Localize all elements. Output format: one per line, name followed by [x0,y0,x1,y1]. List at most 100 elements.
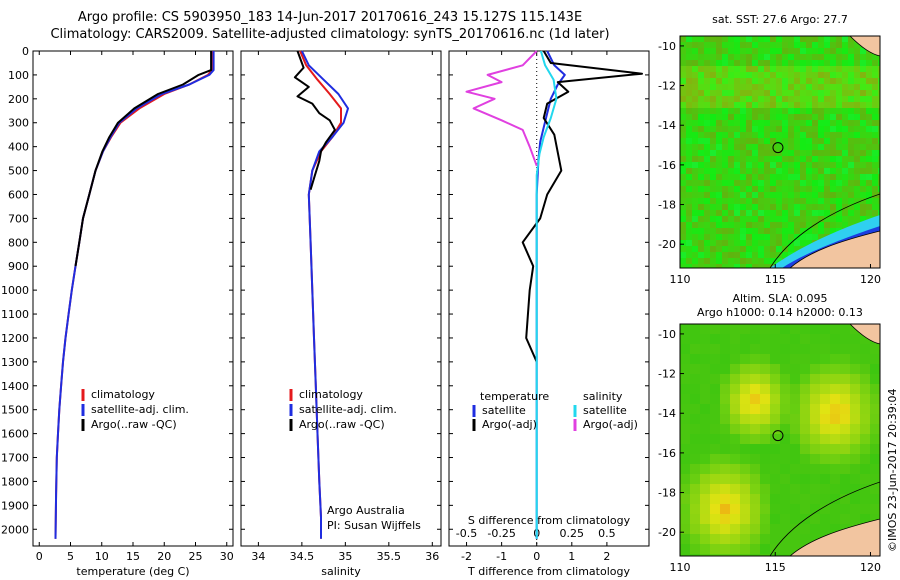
longitude-tick-label: 115 [765,561,786,574]
heatmap-cell [764,252,771,259]
depth-tick-label: 1100 [1,308,29,321]
heatmap-cell [690,494,701,505]
heatmap-cell [760,444,771,455]
heatmap-cell [818,84,825,91]
heatmap-cell [704,264,711,268]
heatmap-cell [790,434,801,445]
heatmap-cell [722,60,729,67]
heatmap-cell [782,120,789,127]
heatmap-cell [842,180,849,187]
heatmap-cell [734,204,741,211]
heatmap-cell [800,168,807,175]
heatmap-cell [734,234,741,241]
heatmap-cell [872,78,879,85]
heatmap-cell [692,162,699,169]
heatmap-cell [866,66,873,73]
heatmap-cell [782,84,789,91]
heatmap-cell [764,240,771,247]
heatmap-cell [730,334,741,345]
heatmap-cell [830,72,837,79]
heatmap-cell [722,66,729,73]
heatmap-cell [800,132,807,139]
heatmap-cell [740,120,747,127]
heatmap-cell [830,504,841,515]
heatmap-cell [794,126,801,133]
heatmap-cell [746,90,753,97]
heatmap-cell [794,186,801,193]
heatmap-cell [782,162,789,169]
heatmap-cell [730,464,741,475]
heatmap-cell [830,434,841,445]
heatmap-cell [860,138,867,145]
heatmap-cell [824,120,831,127]
heatmap-cell [872,162,879,169]
heatmap-cell [750,384,761,395]
heatmap-cell [866,120,873,127]
heatmap-cell [764,234,771,241]
heatmap-cell [788,210,795,217]
heatmap-cell [740,524,751,535]
heatmap-cell [806,240,813,247]
heatmap-cell [680,54,687,61]
heatmap-cell [788,234,795,241]
heatmap-cell [700,424,711,435]
heatmap-cell [812,66,819,73]
heatmap-cell [698,114,705,121]
heatmap-cell [770,404,781,415]
heatmap-cell [710,464,721,475]
heatmap-cell [746,168,753,175]
heatmap-cell [752,192,759,199]
heatmap-cell [800,222,807,229]
heatmap-cell [848,114,855,121]
heatmap-cell [830,424,841,435]
heatmap-cell [806,72,813,79]
depth-tick-label: 1000 [1,284,29,297]
heatmap-cell [764,216,771,223]
heatmap-cell [764,96,771,103]
heatmap-cell [720,484,731,495]
heatmap-cell [872,198,879,205]
heatmap-cell [848,36,855,43]
heatmap-cell [848,168,855,175]
heatmap-cell [836,186,843,193]
heatmap-cell [704,150,711,157]
heatmap-cell [830,144,837,151]
heatmap-cell [836,210,843,217]
heatmap-cell [776,96,783,103]
heatmap-cell [692,234,699,241]
heatmap-cell [770,240,777,247]
heatmap-cell [760,504,771,515]
depth-tick-label: 800 [8,236,29,249]
heatmap-cell [704,258,711,265]
heatmap-cell [690,464,701,475]
sla-map-title-line1: Altim. SLA: 0.095 [732,292,827,305]
heatmap-cell [812,210,819,217]
heatmap-cell [806,204,813,211]
heatmap-cell [830,108,837,115]
heatmap-cell [806,42,813,49]
heatmap-cell [692,174,699,181]
latitude-tick-label: -12 [658,368,676,381]
heatmap-cell [764,54,771,61]
heatmap-cell [824,48,831,55]
heatmap-cell [860,494,871,505]
heatmap-cell [820,514,831,525]
heatmap-cell [794,138,801,145]
heatmap-cell [800,334,811,345]
heatmap-cell [776,180,783,187]
heatmap-cell [836,156,843,163]
heatmap-cell [700,344,711,355]
heatmap-cell [830,156,837,163]
heatmap-cell [704,60,711,67]
heatmap-cell [830,126,837,133]
heatmap-cell [830,138,837,145]
heatmap-cell [710,108,717,115]
heatmap-cell [800,144,807,151]
depth-tick-label: 1700 [1,452,29,465]
heatmap-cell [740,454,751,465]
heatmap-cell [760,404,771,415]
heatmap-cell [842,102,849,109]
heatmap-cell [764,132,771,139]
heatmap-cell [750,354,761,365]
heatmap-cell [680,198,687,205]
